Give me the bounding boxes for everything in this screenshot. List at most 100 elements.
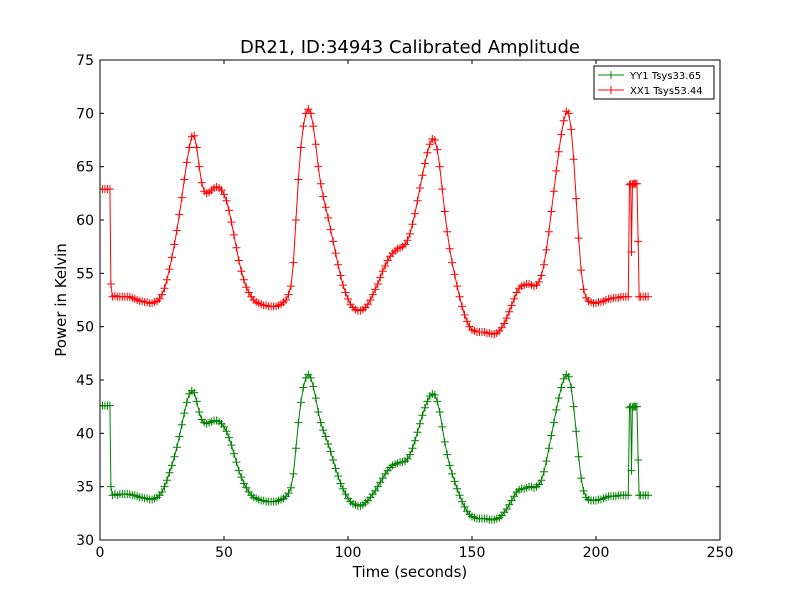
data-point xyxy=(220,190,228,199)
data-point xyxy=(634,456,643,464)
data-point xyxy=(624,491,633,500)
y-tick-label: 70 xyxy=(76,106,94,122)
data-point xyxy=(237,267,246,276)
data-point xyxy=(627,466,636,475)
y-tick-label: 65 xyxy=(76,160,94,176)
data-point xyxy=(286,483,295,492)
data-point xyxy=(319,192,328,201)
data-point xyxy=(378,267,387,276)
data-point xyxy=(314,408,323,416)
data-point xyxy=(336,271,345,280)
data-point xyxy=(177,420,186,429)
data-point xyxy=(634,237,643,246)
data-point xyxy=(324,440,333,448)
data-point xyxy=(505,307,514,316)
data-point xyxy=(448,258,457,267)
data-point xyxy=(430,390,439,399)
data-point xyxy=(572,194,581,203)
data-point xyxy=(415,184,424,192)
data-point xyxy=(534,277,543,286)
data-point xyxy=(299,383,308,392)
data-point xyxy=(554,394,563,403)
data-point xyxy=(329,237,338,246)
data-point xyxy=(443,450,452,459)
data-point xyxy=(172,443,181,452)
data-point xyxy=(296,398,305,407)
data-point xyxy=(408,220,417,229)
data-point xyxy=(453,282,462,291)
data-point xyxy=(453,484,462,493)
data-point xyxy=(182,398,191,407)
data-point xyxy=(334,472,343,480)
data-point xyxy=(567,383,576,392)
data-point xyxy=(577,266,586,275)
data-point xyxy=(401,240,410,249)
data-point xyxy=(406,229,414,238)
data-point xyxy=(435,408,444,416)
y-tick-label: 50 xyxy=(76,320,94,336)
data-point xyxy=(507,496,516,505)
data-point xyxy=(229,230,238,239)
data-point xyxy=(195,162,204,171)
data-point xyxy=(306,109,315,118)
y-tick-label: 40 xyxy=(76,426,94,442)
data-point xyxy=(440,437,449,446)
data-point xyxy=(190,388,199,397)
data-point xyxy=(542,457,551,466)
x-tick-label: 100 xyxy=(335,545,362,561)
data-point xyxy=(192,143,201,152)
data-point xyxy=(628,403,637,412)
data-point xyxy=(502,505,511,514)
data-point xyxy=(309,382,318,391)
data-point xyxy=(296,143,305,152)
data-point xyxy=(321,203,330,212)
data-point xyxy=(321,432,330,441)
data-point xyxy=(539,467,548,476)
data-point xyxy=(331,249,340,258)
x-tick-label: 200 xyxy=(583,545,610,561)
data-point xyxy=(220,422,228,431)
legend: YY1 Tsys33.65 XX1 Tsys53.44 xyxy=(593,65,715,100)
data-point xyxy=(438,422,447,431)
legend-item: XX1 Tsys53.44 xyxy=(598,86,703,97)
data-point xyxy=(418,171,427,180)
data-point xyxy=(552,166,561,175)
data-point xyxy=(425,140,434,149)
y-tick-label: 75 xyxy=(76,53,94,69)
data-point xyxy=(440,207,449,216)
data-point xyxy=(376,273,385,282)
data-point xyxy=(574,234,583,243)
data-point xyxy=(510,294,519,303)
data-point xyxy=(378,474,387,483)
data-point xyxy=(319,426,328,435)
data-point xyxy=(324,213,333,222)
data-point xyxy=(185,143,194,152)
data-point xyxy=(291,444,300,453)
legend-item: YY1 Tsys33.65 xyxy=(598,71,701,82)
data-point xyxy=(549,418,558,427)
data-point xyxy=(311,394,320,403)
x-tick-label: 150 xyxy=(459,545,486,561)
data-point xyxy=(445,244,454,253)
y-tick-label: 55 xyxy=(76,266,94,282)
data-point xyxy=(334,260,343,269)
data-point xyxy=(512,288,521,297)
x-tick-label: 50 xyxy=(215,545,233,561)
data-point xyxy=(170,452,179,461)
data-point xyxy=(567,125,576,134)
data-point xyxy=(458,497,467,506)
data-point xyxy=(160,482,169,491)
data-point xyxy=(162,275,171,284)
data-point xyxy=(158,290,166,299)
data-point xyxy=(242,483,251,492)
data-point xyxy=(430,136,439,144)
y-tick-label: 30 xyxy=(76,533,94,549)
data-point xyxy=(177,193,186,202)
data-point xyxy=(418,411,427,420)
data-point xyxy=(341,288,350,297)
x-tick-label: 250 xyxy=(707,545,734,561)
y-tick-label: 60 xyxy=(76,213,94,229)
data-point xyxy=(549,187,558,196)
x-tick-label: 0 xyxy=(96,545,105,561)
